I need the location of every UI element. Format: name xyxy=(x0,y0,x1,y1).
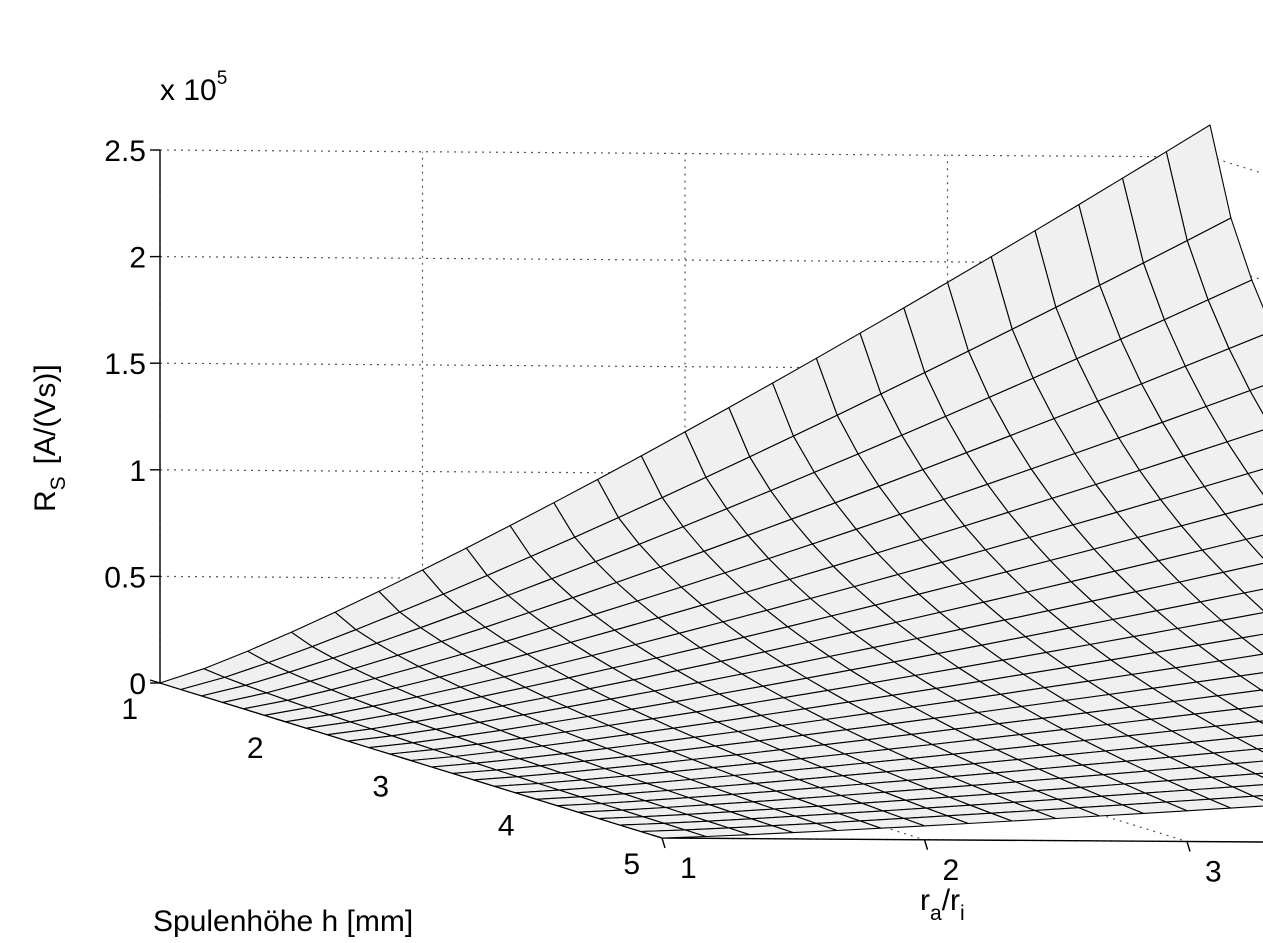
x-tick-label: 3 xyxy=(372,771,389,804)
x-tick-mark xyxy=(275,718,286,723)
x-tick-mark xyxy=(651,834,663,839)
z-tick-label: 2 xyxy=(129,242,146,275)
x-tick-mark xyxy=(149,679,161,684)
y-tick-label: 1 xyxy=(680,852,697,885)
x-tick-label: 4 xyxy=(498,809,515,842)
z-tick-label: 1.5 xyxy=(104,348,146,381)
surface-mesh xyxy=(159,124,1263,839)
z-axis-label: RS[A/(Vs)] xyxy=(29,364,70,512)
x-tick-label: 1 xyxy=(121,693,138,726)
y-axis-line xyxy=(661,837,1263,843)
x-tick-mark xyxy=(400,756,412,762)
x-tick-mark xyxy=(526,795,537,800)
y-tick-label: 3 xyxy=(1205,856,1222,889)
surface-patch xyxy=(1249,385,1263,415)
y-tick-mark xyxy=(661,837,666,849)
y-tick-label: 2 xyxy=(943,854,960,887)
z-multiplier: x 105 xyxy=(160,68,227,107)
z-tick-label: 2.5 xyxy=(104,135,146,168)
y-axis-label: ra/ri xyxy=(920,884,965,925)
x-tick-label: 2 xyxy=(247,732,264,765)
tick-labels: 00.511.522.51234512345 xyxy=(104,135,1222,889)
x-tick-label: 5 xyxy=(623,848,640,881)
y-tick-mark xyxy=(1186,841,1191,852)
z-tick-label: 1 xyxy=(129,455,146,488)
x-axis-label: Spulenhöhe h [mm] xyxy=(153,905,413,938)
z-tick-label: 0.5 xyxy=(104,561,146,594)
y-tick-mark xyxy=(923,839,929,850)
z-tick-label: 0 xyxy=(129,668,146,701)
